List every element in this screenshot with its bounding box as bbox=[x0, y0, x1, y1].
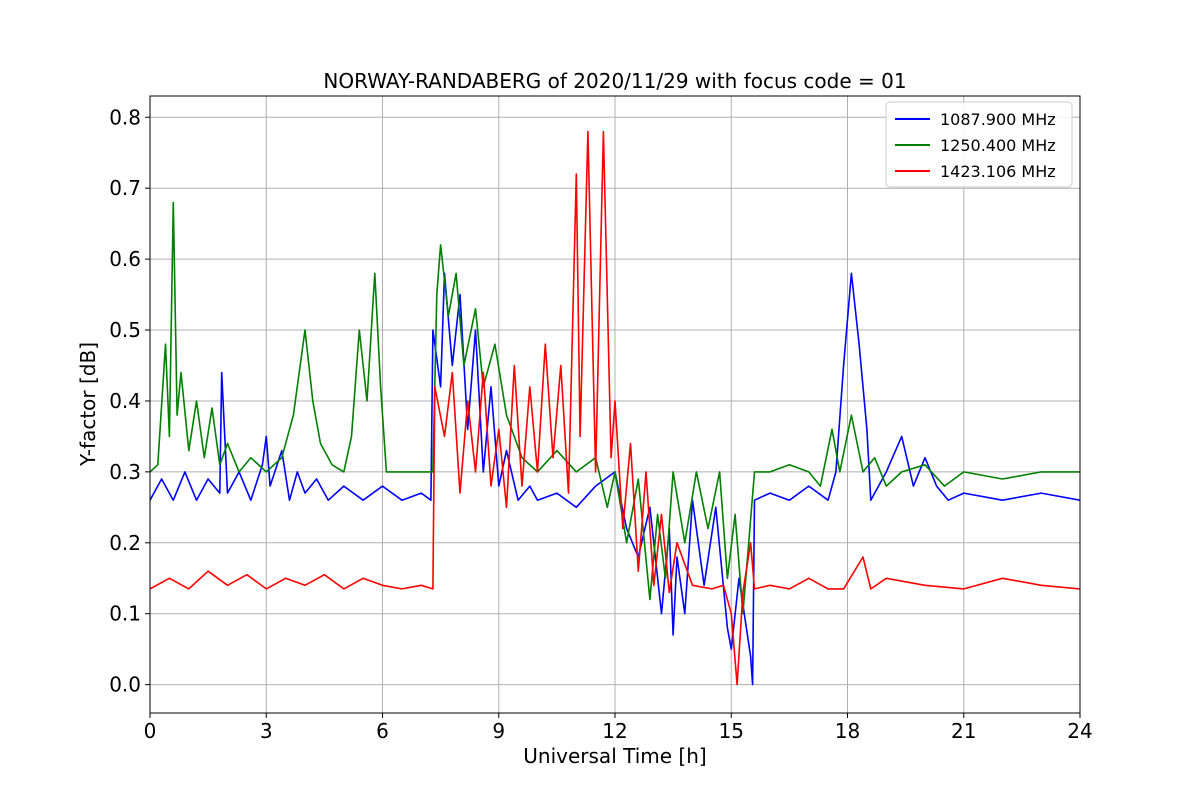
x-tick-label: 12 bbox=[602, 719, 627, 743]
y-axis-label: Y-factor [dB] bbox=[76, 342, 100, 467]
x-axis-label: Universal Time [h] bbox=[523, 744, 706, 768]
y-tick-label: 0.1 bbox=[109, 602, 141, 626]
y-tick-label: 0.4 bbox=[109, 389, 141, 413]
x-tick-label: 6 bbox=[376, 719, 389, 743]
x-tick-label: 3 bbox=[260, 719, 273, 743]
y-axis-ticks: 0.0 0.1 0.2 0.3 0.4 0.5 0.6 0.7 0.8 bbox=[109, 105, 150, 697]
legend-label-series-3: 1423.106 MHz bbox=[940, 162, 1056, 181]
y-tick-label: 0.5 bbox=[109, 318, 141, 342]
y-tick-label: 0.6 bbox=[109, 247, 141, 271]
series-line-3 bbox=[150, 130, 1080, 686]
legend-box bbox=[885, 101, 1073, 188]
y-tick-label: 0.7 bbox=[109, 176, 141, 200]
x-tick-label: 9 bbox=[492, 719, 505, 743]
legend-label-series-1: 1087.900 MHz bbox=[940, 110, 1056, 129]
series-layer bbox=[150, 130, 1080, 686]
x-axis-ticks: 0 3 6 9 12 15 18 21 24 bbox=[144, 713, 1093, 743]
x-tick-label: 18 bbox=[835, 719, 860, 743]
y-tick-label: 0.8 bbox=[109, 105, 141, 129]
series-line-1 bbox=[150, 272, 1080, 686]
legend-label-series-2: 1250.400 MHz bbox=[940, 136, 1056, 155]
chart-title: NORWAY-RANDABERG of 2020/11/29 with focu… bbox=[323, 69, 906, 93]
y-tick-label: 0.3 bbox=[109, 460, 141, 484]
x-tick-label: 15 bbox=[719, 719, 744, 743]
x-tick-label: 21 bbox=[951, 719, 976, 743]
y-tick-label: 0.0 bbox=[109, 673, 141, 697]
x-tick-label: 0 bbox=[144, 719, 157, 743]
y-tick-label: 0.2 bbox=[109, 531, 141, 555]
series-line-2 bbox=[150, 201, 1080, 615]
x-tick-label: 24 bbox=[1067, 719, 1092, 743]
legend: 1087.900 MHz 1250.400 MHz 1423.106 MHz bbox=[885, 101, 1073, 188]
